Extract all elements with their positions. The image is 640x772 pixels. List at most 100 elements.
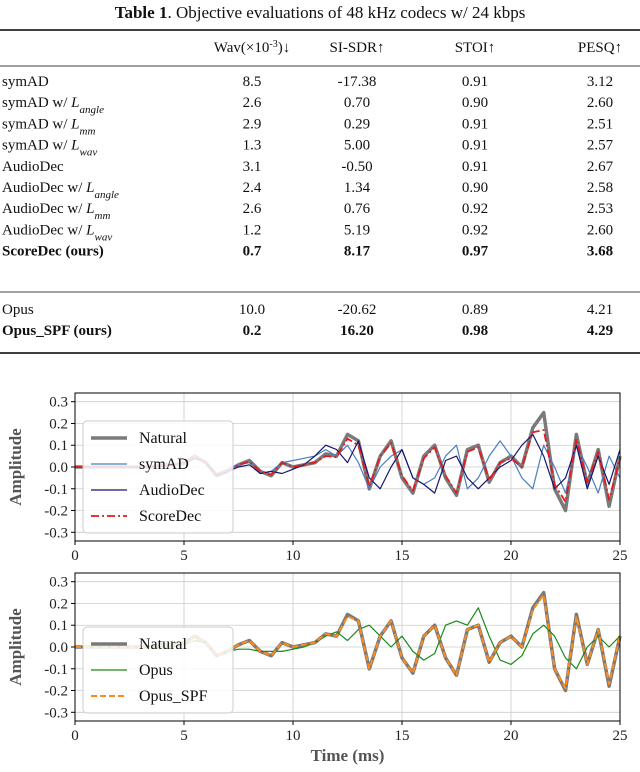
y-tick-label: 0.0 xyxy=(49,460,68,476)
table-cell: 5.00 xyxy=(344,138,370,154)
y-axis-label: Amplitude xyxy=(6,608,25,686)
x-tick-label: 15 xyxy=(395,548,410,564)
table-cell: 0.70 xyxy=(344,95,370,111)
plot-frame xyxy=(74,392,621,542)
row-label: AudioDec xyxy=(2,159,64,175)
y-tick-label: 0.2 xyxy=(49,596,68,612)
y-tick-label: -0.2 xyxy=(44,504,68,520)
loss-symbol: L xyxy=(85,201,94,217)
table-cell: 2.6 xyxy=(243,201,262,217)
table-cell: 1.3 xyxy=(243,138,262,154)
loss-symbol: L xyxy=(85,222,94,238)
legend-label: symAD xyxy=(139,456,189,473)
row-label: AudioDec w/ Lwav xyxy=(2,222,112,243)
header-part: SI-SDR↑ xyxy=(329,40,384,56)
label-part: symAD w/ xyxy=(2,95,71,111)
label-part: AudioDec xyxy=(2,159,64,175)
table-cell: 0.98 xyxy=(462,323,488,339)
legend-label: Opus xyxy=(139,662,173,679)
row-label: symAD w/ Lmm xyxy=(2,116,95,137)
table-cell: 3.68 xyxy=(587,244,613,260)
y-tick-label: -0.1 xyxy=(44,482,68,498)
y-tick-label: -0.1 xyxy=(44,662,68,678)
header-part: Wav(×10 xyxy=(214,40,270,56)
loss-symbol: L xyxy=(70,138,79,154)
table-cell: 0.91 xyxy=(462,138,488,154)
label-part: Opus xyxy=(2,302,34,318)
row-label: symAD w/ Langle xyxy=(2,95,104,116)
caption-text: . Objective evaluations of 48 kHz codecs… xyxy=(167,3,525,22)
y-axis-label: Amplitude xyxy=(6,428,25,506)
table-cell: 0.90 xyxy=(462,180,488,196)
row-label: Opus xyxy=(2,302,34,318)
legend-label: AudioDec xyxy=(139,482,205,499)
loss-symbol: L xyxy=(85,180,94,196)
column-header: Wav(×10-3)↓ xyxy=(214,39,290,57)
y-tick-label: -0.2 xyxy=(44,684,68,700)
label-part: symAD xyxy=(2,74,49,90)
legend-box xyxy=(82,420,234,534)
x-axis-label: Time (ms) xyxy=(311,746,385,765)
table-cell: 0.7 xyxy=(243,244,262,260)
x-tick-label: 20 xyxy=(504,728,519,744)
y-tick-label: 0.0 xyxy=(49,640,68,656)
label-part: symAD w/ xyxy=(2,116,71,132)
table-cell: 8.5 xyxy=(243,74,262,90)
label-part: AudioDec w/ xyxy=(2,180,86,196)
table-cell: 5.19 xyxy=(344,222,370,238)
row-label: symAD xyxy=(2,74,49,90)
legend-label: Natural xyxy=(139,636,188,653)
table-cell: 2.60 xyxy=(587,95,613,111)
header-sup: -3 xyxy=(269,39,277,50)
table-cell: 0.92 xyxy=(462,222,488,238)
label-part: AudioDec w/ xyxy=(2,222,86,238)
column-header: SI-SDR↑ xyxy=(329,40,384,56)
table-cell: 2.60 xyxy=(587,222,613,238)
row-label: AudioDec w/ Lmm xyxy=(2,201,110,222)
table-cell: -20.62 xyxy=(338,302,377,318)
table-cell: 0.2 xyxy=(243,323,262,339)
table-cell: 4.29 xyxy=(587,323,613,339)
label-part: symAD w/ xyxy=(2,138,71,154)
caption-label: Table 1 xyxy=(115,3,168,22)
table-cell: 2.67 xyxy=(587,159,614,175)
label-part: ScoreDec (ours) xyxy=(2,244,104,260)
y-tick-label: -0.3 xyxy=(44,705,68,721)
x-tick-label: 20 xyxy=(504,548,519,564)
loss-subscript: angle xyxy=(80,104,105,116)
loss-subscript: wav xyxy=(80,147,98,159)
row-label: ScoreDec (ours) xyxy=(2,244,104,260)
loss-symbol: L xyxy=(70,116,79,132)
table-cell: 16.20 xyxy=(340,323,374,339)
plot-frame xyxy=(74,572,621,722)
y-tick-label: 0.1 xyxy=(49,618,68,634)
label-part: AudioDec w/ xyxy=(2,201,86,217)
legend-box xyxy=(82,626,234,714)
y-tick-label: 0.3 xyxy=(49,575,68,591)
x-tick-label: 10 xyxy=(286,548,301,564)
x-tick-label: 5 xyxy=(180,728,188,744)
table-cell: 3.12 xyxy=(587,74,613,90)
y-tick-label: 0.3 xyxy=(49,395,68,411)
table-cell: 3.1 xyxy=(243,159,262,175)
table-cell: 2.53 xyxy=(587,201,613,217)
header-part: PESQ↑ xyxy=(578,40,622,56)
table-cell: 0.91 xyxy=(462,116,488,132)
loss-subscript: wav xyxy=(95,231,113,243)
column-header: PESQ↑ xyxy=(578,40,622,56)
table-cell: 10.0 xyxy=(239,302,265,318)
x-tick-label: 25 xyxy=(613,728,628,744)
loss-subscript: mm xyxy=(80,125,96,137)
column-header: STOI↑ xyxy=(455,40,496,56)
x-tick-label: 0 xyxy=(71,728,79,744)
table-cell: 2.51 xyxy=(587,116,613,132)
table-cell: 1.34 xyxy=(344,180,371,196)
table-cell: 1.2 xyxy=(243,222,262,238)
table-caption: Table 1. Objective evaluations of 48 kHz… xyxy=(115,3,526,22)
table-cell: 2.58 xyxy=(587,180,613,196)
x-tick-label: 10 xyxy=(286,728,301,744)
table-cell: -17.38 xyxy=(338,74,377,90)
row-label: Opus_SPF (ours) xyxy=(2,323,112,339)
header-part: )↓ xyxy=(278,40,291,56)
loss-symbol: L xyxy=(70,95,79,111)
